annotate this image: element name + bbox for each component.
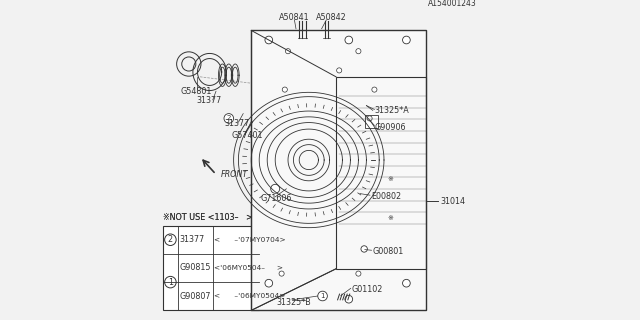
Bar xyxy=(365,115,378,128)
Circle shape xyxy=(224,114,234,123)
Text: G01102: G01102 xyxy=(352,285,383,294)
Text: A50842: A50842 xyxy=(316,13,347,22)
Circle shape xyxy=(361,246,367,252)
Text: 1: 1 xyxy=(168,278,173,287)
Circle shape xyxy=(271,184,280,193)
Text: FRONT: FRONT xyxy=(221,170,248,179)
Circle shape xyxy=(367,116,372,121)
Text: E00802: E00802 xyxy=(371,192,401,201)
Text: 1: 1 xyxy=(320,293,325,299)
Circle shape xyxy=(372,87,377,92)
Text: ※NOT USE <1103–   >: ※NOT USE <1103– > xyxy=(163,213,253,222)
Text: <      –'06MY0504>: < –'06MY0504> xyxy=(214,293,286,299)
Text: G90906: G90906 xyxy=(374,124,406,132)
Text: ※: ※ xyxy=(387,176,394,182)
Circle shape xyxy=(403,36,410,44)
Circle shape xyxy=(345,295,353,303)
Text: 31377: 31377 xyxy=(224,119,249,128)
Text: 31325*B: 31325*B xyxy=(277,298,312,307)
Text: G90807: G90807 xyxy=(179,292,211,301)
Text: G90815: G90815 xyxy=(179,263,211,273)
Circle shape xyxy=(265,36,273,44)
Text: A50841: A50841 xyxy=(279,13,310,22)
Circle shape xyxy=(317,291,328,301)
Text: G54801: G54801 xyxy=(181,87,212,96)
Text: 31325*A: 31325*A xyxy=(374,106,409,115)
Circle shape xyxy=(356,49,361,54)
Circle shape xyxy=(265,279,273,287)
Bar xyxy=(251,30,426,310)
Circle shape xyxy=(285,49,291,54)
Text: 31377: 31377 xyxy=(197,96,222,105)
Text: ※NOT USE <1103–   >: ※NOT USE <1103– > xyxy=(163,213,253,222)
Circle shape xyxy=(164,276,176,288)
Text: 31014: 31014 xyxy=(440,197,465,206)
Text: A154001243: A154001243 xyxy=(428,0,477,8)
Circle shape xyxy=(282,87,287,92)
Text: 31377: 31377 xyxy=(179,235,204,244)
Text: G57401: G57401 xyxy=(232,132,264,140)
Circle shape xyxy=(345,36,353,44)
Text: <'06MY0504–     >: <'06MY0504– > xyxy=(214,265,284,271)
Text: ※: ※ xyxy=(387,215,394,220)
Circle shape xyxy=(164,234,176,245)
Text: G00801: G00801 xyxy=(372,247,404,256)
Text: 2: 2 xyxy=(168,235,173,244)
Bar xyxy=(336,77,426,269)
Circle shape xyxy=(403,279,410,287)
Text: 2: 2 xyxy=(227,116,231,121)
Circle shape xyxy=(279,271,284,276)
Circle shape xyxy=(337,68,342,73)
Text: G71606: G71606 xyxy=(261,194,292,203)
Bar xyxy=(163,226,259,310)
Text: <      –'07MY0704>: < –'07MY0704> xyxy=(214,237,286,243)
Circle shape xyxy=(356,271,361,276)
